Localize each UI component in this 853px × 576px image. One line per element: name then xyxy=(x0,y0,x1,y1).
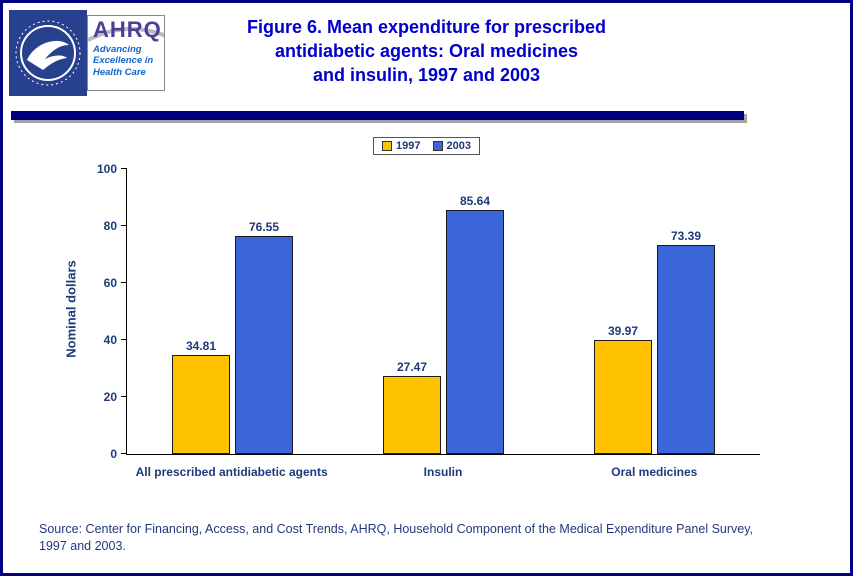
logo-block: AHRQ Advancing Excellence in Health Care xyxy=(9,10,165,96)
y-tick-mark xyxy=(121,396,127,397)
bar-wrap: 73.39 xyxy=(657,169,715,454)
ahrq-wordmark: AHRQ xyxy=(93,17,162,42)
plot-area: 0 20 40 60 80 100 34.81 76.55 27.47 85.64 39.97 73.… xyxy=(97,162,760,461)
figure-title: Figure 6. Mean expenditure for prescribe… xyxy=(3,3,850,87)
y-tick-mark xyxy=(121,453,127,454)
ahrq-swoosh-icon xyxy=(88,26,164,42)
figure-title-line: and insulin, 1997 and 2003 xyxy=(312,64,541,85)
legend-swatch-icon xyxy=(432,141,443,151)
y-tick-mark xyxy=(121,225,127,226)
bar-2003 xyxy=(446,209,504,454)
bar-wrap: 34.81 xyxy=(172,169,230,454)
source-note-line: 1997 and 2003. xyxy=(39,538,126,553)
ahrq-logo: AHRQ Advancing Excellence in Health Care xyxy=(87,15,165,91)
bar-wrap: 39.97 xyxy=(594,169,652,454)
bar-1997 xyxy=(172,354,230,454)
bar-value-label: 85.64 xyxy=(459,193,491,208)
legend-item-2003: 2003 xyxy=(432,140,471,152)
y-tick-label: 0 xyxy=(110,447,117,461)
y-tick-label: 80 xyxy=(103,219,117,233)
y-tick-mark xyxy=(121,168,127,169)
legend-row: 1997 2003 xyxy=(3,137,850,155)
bar-chart: Nominal dollars 0 20 40 60 80 100 34.81 76.55 27… xyxy=(3,162,850,491)
bar-value-label: 76.55 xyxy=(248,219,280,234)
y-tick-label: 20 xyxy=(103,390,117,404)
hhs-eagle-icon xyxy=(15,20,81,86)
legend-item-1997: 1997 xyxy=(382,140,421,152)
ahrq-tagline-line: Excellence in xyxy=(93,55,154,67)
source-note-line: Source: Center for Financing, Access, an… xyxy=(39,522,754,536)
figure-title-line: Figure 6. Mean expenditure for prescribe… xyxy=(246,17,607,37)
ahrq-tagline-line: Advancing xyxy=(93,44,142,55)
ahrq-tagline: Advancing Excellence in Health Care xyxy=(93,44,159,78)
bar-wrap: 76.55 xyxy=(235,169,293,454)
legend-swatch-icon xyxy=(382,141,393,151)
category-label: All prescribed antidiabetic agents xyxy=(135,465,328,479)
hhs-logo xyxy=(9,10,87,96)
bar-groups: 34.81 76.55 27.47 85.64 39.97 73.39 xyxy=(127,169,760,454)
bar-group: 39.97 73.39 xyxy=(549,169,760,454)
category-label: Oral medicines xyxy=(611,465,698,479)
bar-value-label: 34.81 xyxy=(185,338,217,353)
bar-2003 xyxy=(235,235,293,454)
bar-group: 27.47 85.64 xyxy=(338,169,549,454)
y-axis-label: Nominal dollars xyxy=(63,260,79,358)
figure-title-line: antidiabetic agents: Oral medicines xyxy=(274,40,579,61)
y-tick-label: 40 xyxy=(103,333,117,347)
y-tick-mark xyxy=(121,282,127,283)
bar-value-label: 39.97 xyxy=(607,324,639,339)
legend-label: 1997 xyxy=(396,140,421,152)
source-note: Source: Center for Financing, Access, an… xyxy=(39,521,850,555)
category-label: Insulin xyxy=(423,465,463,479)
y-tick-label: 100 xyxy=(96,162,117,176)
header-divider-bar xyxy=(11,111,744,120)
bar-value-label: 27.47 xyxy=(396,359,428,374)
y-tick-label: 60 xyxy=(103,276,117,290)
bar-1997 xyxy=(383,375,441,454)
legend: 1997 2003 xyxy=(373,137,480,155)
bar-1997 xyxy=(594,340,652,454)
y-tick-mark xyxy=(121,339,127,340)
bar-wrap: 27.47 xyxy=(383,169,441,454)
bar-wrap: 85.64 xyxy=(446,169,504,454)
bar-2003 xyxy=(657,244,715,454)
category-labels: All prescribed antidiabetic agents Insuli… xyxy=(126,465,760,479)
header: AHRQ Advancing Excellence in Health Care… xyxy=(3,3,850,109)
bar-value-label: 73.39 xyxy=(670,228,702,243)
ahrq-tagline-line: Health Care xyxy=(93,66,146,78)
legend-label: 2003 xyxy=(446,140,471,152)
bar-group: 34.81 76.55 xyxy=(127,169,338,454)
